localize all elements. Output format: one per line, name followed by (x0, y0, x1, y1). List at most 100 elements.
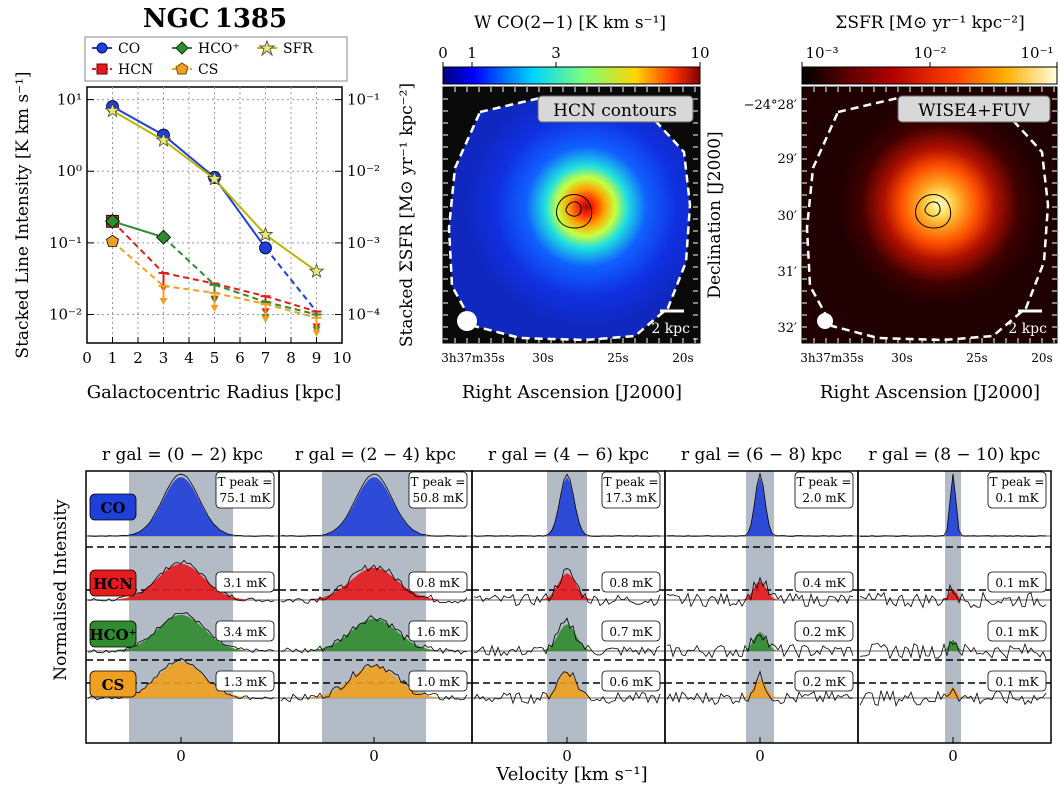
co-xlabel: Right Ascension [J2000] (462, 382, 682, 403)
hcop-peak-label: 0.1 mK (995, 625, 1039, 639)
x-tick-label: 6 (235, 349, 245, 367)
hcop-peak-label: 0.2 mK (802, 625, 846, 639)
legend-label-co: CO (118, 41, 140, 57)
ra-tick-label: 25s (607, 351, 628, 365)
ra-tick-label: 25s (966, 351, 987, 365)
sfr-colorbar (801, 66, 1058, 85)
spectrum-line-hcop (280, 615, 468, 655)
spectrum-fill-hcop (115, 614, 247, 651)
spectrum-fill-hcop (541, 624, 593, 651)
spectrum-fill-cs (308, 665, 440, 698)
series-line-hcop (214, 283, 266, 303)
cs-peak-label-box (408, 670, 468, 692)
series-line-hcop (265, 300, 317, 316)
legend-marker-cs (175, 62, 189, 75)
cs-peak-label: 0.1 mK (995, 675, 1039, 689)
series-line-sfr (111, 109, 165, 142)
co-map-panel: W CO(2−1) [K km s⁻¹] 0 1 3 10 HCN contours … (438, 13, 709, 403)
spectra-row: Normalised Intensity r gal = (0 − 2) kpc… (51, 445, 1052, 785)
upper-limit-arrowhead-cs (261, 316, 270, 324)
spectrum-panel-5: r gal = (8 − 10) kpc T peak = 0.1 mK 0.1 mK… (857, 445, 1052, 765)
data-point-cs (106, 234, 119, 247)
spectrum-fill-co (746, 477, 774, 536)
x-tick-label: 9 (312, 349, 322, 367)
series-line-sfr (264, 233, 318, 273)
spectrum-panel-title: r gal = (0 − 2) kpc (102, 445, 263, 465)
radial-ticks: 0 1 2 3 4 5 6 7 8 9 10 10⁻² 10⁻¹ 10⁰ 10¹ 10⁻⁴ 10⁻³ 10⁻² 10… (49, 91, 380, 367)
legend: CO HCN HCO⁺ CS SFR (84, 36, 348, 82)
hcn-peak-label: 0.4 mK (802, 576, 846, 590)
sfr-beam (817, 313, 833, 329)
data-point-sfr (155, 132, 172, 147)
line-tag-hcop (89, 620, 137, 648)
data-point-sfr (257, 226, 274, 242)
y-left-tick-label: 10⁻² (49, 305, 82, 323)
y-right-tick-label: 10⁻³ (347, 234, 380, 252)
spectra-panels: r gal = (0 − 2) kpc T peak = 75.1 mK 3.1 mK… (85, 445, 1052, 765)
y-right-tick-label: 10⁻⁴ (347, 305, 380, 323)
galaxy-title: NGC 1385 (143, 4, 287, 34)
data-point-sfr (308, 263, 325, 278)
hcop-peak-label-box (215, 620, 275, 642)
tpeak-label-box (794, 471, 854, 509)
y-right-tick-label: 10⁻¹ (347, 91, 380, 109)
spectrum-fill-hcn (115, 563, 247, 600)
tpeak-label-box (601, 471, 661, 509)
cs-peak-label-box (794, 670, 854, 692)
sfr-cbar-label: ΣSFR [M⊙ yr⁻¹ kpc⁻²] (835, 13, 1024, 33)
spectrum-fill-hcn (541, 573, 593, 600)
x-tick-label: 5 (210, 349, 220, 367)
spectrum-line-co (666, 472, 854, 537)
radial-ylabel-left: Stacked Line Intensity [K km s⁻¹] (13, 71, 33, 358)
hcop-peak-label: 0.7 mK (609, 625, 653, 639)
spectrum-line-cs (473, 671, 661, 705)
tpeak-label: 0.1 mK (995, 491, 1039, 505)
line-tag-label-cs: CS (102, 676, 125, 694)
series-line-hcop (162, 236, 216, 286)
hcop-peak-label-box (987, 620, 1047, 642)
velocity-window-shade (945, 471, 961, 743)
hcop-peak-label-box (794, 620, 854, 642)
line-tag-cs (89, 670, 137, 698)
hcn-peak-label-box (601, 571, 661, 593)
tpeak-label-box (215, 471, 275, 509)
spectrum-line-co (860, 473, 1046, 537)
data-point-co (259, 241, 272, 255)
hcop-peak-label-box (408, 620, 468, 642)
tpeak-label: 50.8 mK (413, 491, 465, 505)
co-map-ticks: 3h37m35s 30s 25s 20s (441, 87, 698, 365)
spectrum-line-cs (280, 663, 468, 703)
spectrum-fill-co (945, 477, 961, 536)
x-tick-label: 10 (332, 349, 351, 367)
spectrum-x-tick-label: 0 (948, 747, 958, 765)
hcn-contour-outer (556, 194, 593, 229)
co-colorbar (442, 66, 701, 85)
ra-tick-label: 3h37m35s (441, 351, 504, 365)
cs-peak-label-box (601, 670, 661, 692)
hcop-peak-label: 3.4 mK (223, 625, 267, 639)
tpeak-label-box (987, 471, 1047, 509)
hcn-peak-label: 0.1 mK (995, 576, 1039, 590)
spectrum-line-hcn (280, 564, 468, 604)
sfr-inset-label: WISE4+FUV (918, 101, 1030, 121)
legend-marker-sfr (258, 39, 276, 57)
series-line-hcn (163, 271, 215, 285)
radial-ylabel-right: Stacked ΣSFR [M⊙ yr⁻¹ kpc⁻²] (397, 83, 417, 347)
y-right-tick-label: 10⁻² (347, 162, 380, 180)
hcn-peak-label-box (408, 571, 468, 593)
spectrum-line-co (473, 473, 661, 537)
legend-marker-hcn (96, 63, 108, 75)
series-line-co (264, 247, 318, 313)
line-tag-hcn (89, 569, 137, 597)
dec-tick-label: 30′ (778, 209, 798, 224)
upper-limit-arrowhead-cs (210, 304, 219, 312)
x-tick-label: 4 (184, 349, 194, 367)
tpeak-label-box (408, 471, 468, 509)
spectrum-line-hcop (473, 617, 661, 657)
hcn-contour-inner (565, 201, 582, 217)
tpeak-caption: T peak = (604, 475, 659, 489)
sfr-map-ticks: 3h37m35s 30s 25s 20s −24°28′ 29′ 30′ 31′ 32′ (744, 87, 1057, 365)
sfr-inset-box (897, 95, 1051, 123)
spectrum-line-hcop (666, 634, 854, 659)
spectrum-line-hcn (473, 568, 661, 607)
